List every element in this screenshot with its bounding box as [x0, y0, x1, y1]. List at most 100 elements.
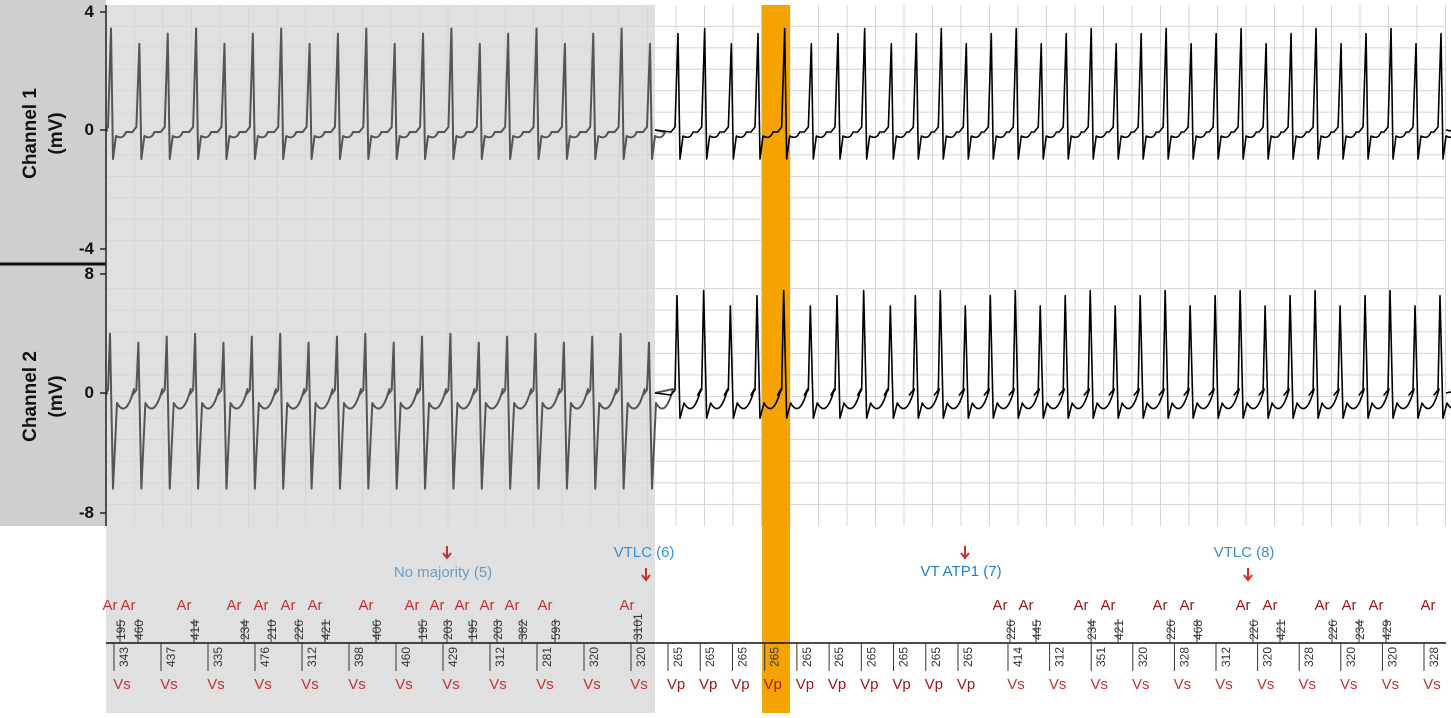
- ventricular-interval: 476: [258, 647, 272, 667]
- trace-after: [654, 289, 1451, 419]
- ventricular-interval: 320: [1136, 647, 1150, 667]
- atrial-marker: Ar: [505, 597, 520, 614]
- atrial-marker: Ar: [359, 597, 374, 614]
- sensed-marker: Vs: [254, 676, 272, 693]
- atrial-marker: Ar: [308, 597, 323, 614]
- atrial-marker: Ar: [1074, 597, 1089, 614]
- y-tick-label: 8: [85, 264, 94, 283]
- sensed-marker: Vs: [1174, 676, 1192, 693]
- ventricular-interval: 328: [1177, 647, 1191, 667]
- sensed-marker: Vs: [1132, 676, 1150, 693]
- atrial-interval: 226: [1326, 620, 1340, 640]
- atrial-interval: 3101: [631, 613, 645, 640]
- ventricular-interval: 460: [399, 647, 413, 667]
- therapy-annotation: VTLC (6): [614, 544, 675, 561]
- sensed-marker: Vs: [1215, 676, 1233, 693]
- atrial-marker: Ar: [405, 597, 420, 614]
- marker-channel: No majority (5) VTLC (6) VT ATP1 (7) VTLC (…: [103, 544, 1446, 693]
- ventricular-interval: 320: [1344, 647, 1358, 667]
- atrial-interval: 226: [1247, 620, 1261, 640]
- ventricular-interval: 414: [1011, 647, 1025, 667]
- sensed-marker: Vs: [536, 676, 554, 693]
- paced-marker: Vp: [796, 676, 814, 693]
- ventricular-interval: 312: [493, 647, 507, 667]
- atrial-interval: 195: [114, 620, 128, 640]
- ventricular-interval: 437: [164, 647, 178, 667]
- y-tick-label: 0: [85, 120, 94, 139]
- ventricular-interval: 312: [1053, 647, 1067, 667]
- channel-unit: (mV): [46, 112, 67, 154]
- atrial-marker: Ar: [177, 597, 192, 614]
- atrial-marker: Ar: [620, 597, 635, 614]
- paced-marker: Vp: [699, 676, 717, 693]
- channel-name: Channel 2: [20, 351, 41, 442]
- atrial-interval: 226: [292, 620, 306, 640]
- therapy-annotation: No majority (5): [394, 564, 492, 581]
- sensed-marker: Vs: [301, 676, 319, 693]
- paced-marker: Vp: [892, 676, 910, 693]
- atrial-marker: Ar: [455, 597, 470, 614]
- atrial-marker: Ar: [993, 597, 1008, 614]
- atrial-marker: Ar: [103, 597, 118, 614]
- paced-marker: Vp: [925, 676, 943, 693]
- atrial-marker: Ar: [1263, 597, 1278, 614]
- arrow-icon: [641, 568, 651, 582]
- sensed-marker: Vs: [1382, 676, 1400, 693]
- ventricular-interval: 343: [117, 647, 131, 667]
- atrial-interval: 226: [1164, 620, 1178, 640]
- traces: [103, 27, 1451, 490]
- atrial-marker: Ar: [480, 597, 495, 614]
- atrial-interval: 234: [1353, 620, 1367, 640]
- atrial-marker: Ar: [1236, 597, 1251, 614]
- ventricular-interval: 265: [768, 647, 782, 667]
- ventricular-interval: 320: [1261, 647, 1275, 667]
- sensed-marker: Vs: [1049, 676, 1067, 693]
- atrial-interval: 234: [238, 620, 252, 640]
- atrial-interval: 203: [491, 620, 505, 640]
- ventricular-interval: 265: [703, 647, 717, 667]
- sensed-marker: Vs: [489, 676, 507, 693]
- atrial-interval: 468: [1191, 620, 1205, 640]
- ventricular-interval: 265: [864, 647, 878, 667]
- ventricular-interval: 265: [897, 647, 911, 667]
- ventricular-interval: 265: [735, 647, 749, 667]
- ventricular-interval: 320: [1385, 647, 1399, 667]
- sensed-marker: Vs: [1090, 676, 1108, 693]
- channel-label: Channel 2 (mV): [20, 351, 67, 442]
- atrial-marker: Ar: [1315, 597, 1330, 614]
- atrial-marker: Ar: [538, 597, 553, 614]
- y-tick-label: 4: [85, 2, 95, 21]
- sensed-marker: Vs: [630, 676, 648, 693]
- atrial-marker: Ar: [1180, 597, 1195, 614]
- trace-after: [654, 27, 1451, 160]
- atrial-marker: Ar: [254, 597, 269, 614]
- therapy-annotation: VT ATP1 (7): [920, 563, 1001, 580]
- atrial-interval: 203: [441, 620, 455, 640]
- ventricular-interval: 265: [671, 647, 685, 667]
- atrial-interval: 226: [1004, 620, 1018, 640]
- atrial-marker: Ar: [430, 597, 445, 614]
- sensed-marker: Vs: [207, 676, 225, 693]
- ventricular-interval: 320: [634, 647, 648, 667]
- atrial-marker: Ar: [1153, 597, 1168, 614]
- sensed-marker: Vs: [395, 676, 413, 693]
- atrial-interval: 593: [549, 620, 563, 640]
- atrial-marker: Ar: [121, 597, 136, 614]
- y-tick-label: 0: [85, 383, 94, 402]
- sensed-marker: Vs: [113, 676, 131, 693]
- sensed-marker: Vs: [583, 676, 601, 693]
- paced-marker: Vp: [731, 676, 749, 693]
- therapy-annotation: VTLC (8): [1214, 544, 1275, 561]
- atrial-marker: Ar: [1421, 597, 1436, 614]
- atrial-interval: 210: [265, 620, 279, 640]
- sensed-marker: Vs: [442, 676, 460, 693]
- channel-name: Channel 1: [20, 88, 41, 179]
- ventricular-interval: 312: [1219, 647, 1233, 667]
- atrial-interval: 421: [319, 620, 333, 640]
- sensed-marker: Vs: [160, 676, 178, 693]
- ventricular-interval: 328: [1427, 647, 1441, 667]
- paced-marker: Vp: [860, 676, 878, 693]
- channel-label: Channel 1 (mV): [20, 88, 67, 179]
